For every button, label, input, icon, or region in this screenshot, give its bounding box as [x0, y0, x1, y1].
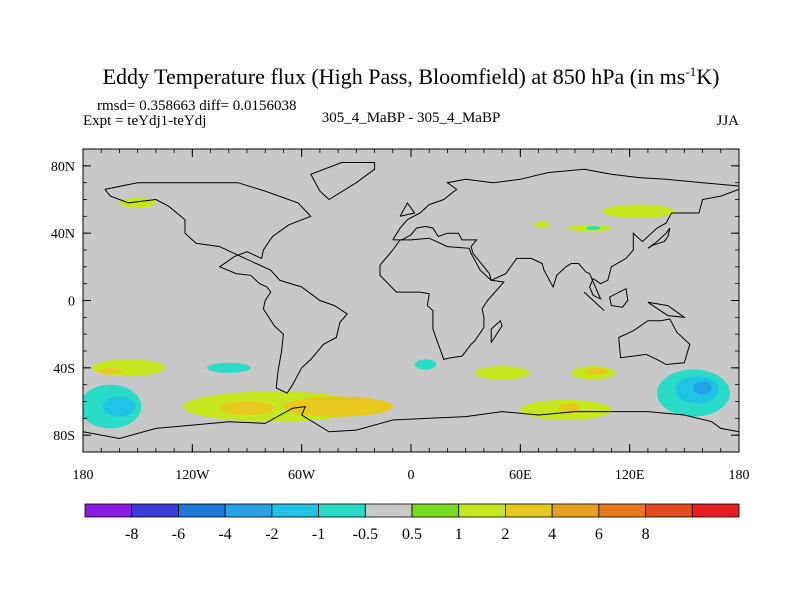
anomaly-region-3 — [534, 221, 550, 229]
anomaly-region-14 — [219, 401, 275, 415]
colorbar-box-6 — [364, 503, 413, 518]
colorbar-label-4: -1 — [312, 526, 325, 543]
experiment-label: Expt = teYdj1-teYdj — [83, 113, 206, 129]
colorbar-box-1 — [131, 503, 179, 518]
center-label: 305_4_MaBP - 305_4_MaBP — [322, 110, 501, 126]
anomaly-region-9 — [474, 366, 530, 380]
x-tick-label-0: 180 — [73, 468, 94, 483]
x-tick-label-6: 180 — [729, 468, 750, 483]
chart-title: Eddy Temperature flux (High Pass, Bloomf… — [103, 64, 720, 89]
coastline-3 — [379, 237, 505, 360]
colorbar-label-9: 4 — [548, 526, 556, 543]
y-axis: 80N 40N 0 40S 80S — [51, 148, 739, 453]
anomaly-region-1 — [602, 204, 676, 219]
colorbar-box-12 — [645, 503, 693, 518]
anomaly-region-7 — [92, 359, 165, 377]
anomaly-region-21 — [693, 381, 712, 395]
colorbar-label-0: -8 — [125, 526, 138, 543]
colorbar-label-10: 6 — [595, 526, 603, 543]
coastline-10 — [399, 201, 416, 217]
colorbar-box-11 — [598, 503, 646, 518]
colorbar-box-0 — [84, 503, 133, 518]
x-tick-label-4: 60E — [509, 468, 532, 483]
coastline-6 — [583, 291, 605, 311]
colorbar-label-8: 2 — [501, 526, 509, 543]
colorbar-box-2 — [178, 503, 226, 518]
x-tick-label-5: 120E — [615, 468, 645, 483]
coastline-11 — [83, 405, 739, 440]
anomaly-region-6 — [206, 362, 251, 373]
anomaly-region-8 — [99, 367, 122, 375]
colorbar-label-11: 8 — [642, 526, 650, 543]
coastline-4 — [490, 319, 503, 343]
anomaly-region-0 — [119, 197, 156, 208]
colorbar-box-4 — [271, 503, 319, 518]
stats-label: rmsd= 0.358663 diff= 0.0156038 — [97, 98, 297, 114]
colorbar-box-9 — [505, 503, 553, 518]
colorbar-box-5 — [318, 503, 366, 518]
colorbar-box-8 — [458, 503, 506, 518]
anomaly-region-5 — [414, 359, 437, 370]
map-background — [83, 149, 739, 452]
x-axis: 180 120W 60W 0 60E 120E 180 — [73, 149, 750, 483]
x-tick-label-2: 60W — [288, 468, 316, 483]
anomaly-region-16 — [558, 403, 581, 414]
colorbar: -8 -6 -4 -2 -1 -0.5 0.5 1 2 4 6 8 — [84, 503, 740, 543]
y-tick-label-0: 80N — [51, 160, 75, 175]
colorbar-label-2: -4 — [218, 526, 231, 543]
coastline-7 — [609, 287, 629, 308]
colorbar-box-7 — [411, 503, 460, 518]
coastline-9 — [647, 227, 671, 249]
colorbar-label-6: 0.5 — [402, 526, 422, 543]
anomaly-region-18 — [103, 396, 136, 417]
anomaly-region-4 — [585, 226, 601, 231]
anomaly-region-11 — [585, 367, 608, 375]
colorbar-box-13 — [691, 503, 740, 518]
coastline-5 — [618, 318, 691, 366]
coastlines — [83, 162, 739, 440]
colorbar-label-3: -2 — [265, 526, 278, 543]
coastline-8 — [647, 301, 687, 318]
x-tick-label-1: 120W — [175, 468, 210, 483]
y-tick-label-1: 40N — [51, 227, 75, 242]
coastline-2 — [392, 168, 739, 300]
coastline-0 — [310, 162, 376, 201]
y-tick-label-3: 40S — [53, 362, 75, 377]
colorbar-box-10 — [551, 503, 600, 518]
y-tick-label-2: 0 — [68, 295, 75, 310]
colorbar-label-1: -6 — [172, 526, 185, 543]
season-label: JJA — [716, 113, 739, 129]
coastline-1 — [104, 182, 348, 394]
x-tick-label-3: 0 — [408, 468, 415, 483]
y-tick-label-4: 80S — [53, 429, 75, 444]
colorbar-box-3 — [224, 503, 273, 518]
anomaly-region-13 — [283, 396, 393, 417]
colorbar-label-5: -0.5 — [353, 526, 378, 543]
colorbar-label-7: 1 — [455, 526, 463, 543]
